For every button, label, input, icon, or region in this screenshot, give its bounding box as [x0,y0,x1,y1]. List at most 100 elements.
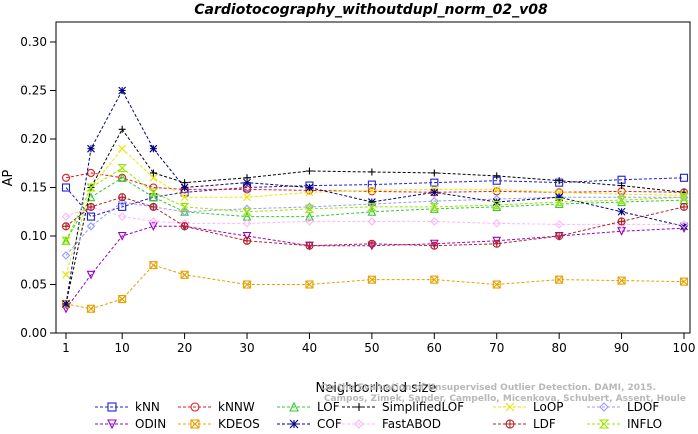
x-axis-label: Neighborhood size [316,381,437,396]
legend-label: INFLO [627,417,662,431]
legend-label: LoOP [533,400,564,414]
data-point [680,277,688,286]
data-point [118,86,127,95]
data-point [149,261,158,269]
axis-ticks: 1 10 20 30 40 50 60 70 80 90 100 0.00 0.05 0.10 0.15 0.… [20,35,695,355]
legend-label: SimplifiedLOF [382,400,464,414]
data-point [149,183,158,192]
credit-line-1: Campos, Zimek, Sander, Campello, Micenko… [324,394,686,404]
data-point [430,169,438,177]
data-point [554,198,564,207]
legend-item-fastabod: FastABOD [342,417,441,431]
data-point [305,280,314,289]
x-tick-label: 60 [427,341,442,355]
data-point [493,240,501,248]
data-point [107,402,117,412]
data-point [679,277,689,286]
data-point [118,144,127,153]
data-point [61,251,71,260]
data-point [368,240,376,248]
data-point [86,183,96,192]
data-point [305,167,313,175]
data-point [118,294,127,304]
data-point [242,231,252,241]
data-point [86,212,96,221]
data-point [506,420,514,428]
data-point [367,275,376,284]
x-tick-label: 80 [552,341,567,355]
data-point [430,275,439,284]
legend-item-odin: ODIN [95,417,166,431]
data-point [180,270,189,279]
data-point [61,183,71,192]
data-point [62,270,70,279]
legend-item-cof: COF [277,417,342,431]
data-point [618,217,626,225]
data-point [679,220,689,229]
series-line [65,147,685,275]
data-point [305,217,314,226]
legend-item-knn: kNN [95,400,160,414]
legend-item-ldof: LDOF [587,400,659,414]
data-point [243,237,251,245]
data-point [680,203,688,211]
data-point [117,197,127,207]
series-kdeos [61,261,689,313]
data-point [618,182,626,190]
data-point [429,202,440,211]
data-point [555,275,564,284]
data-point [149,217,158,226]
data-point [118,295,127,303]
series-inflo [61,164,689,245]
x-tick-label: 100 [673,341,696,355]
data-point [190,419,200,429]
series-ldf [61,193,689,250]
y-axis-label: AP [1,169,16,186]
credit-line-2: On the Evaluation of Unsupervised Outlie… [321,383,656,393]
data-point [679,193,689,202]
data-point [305,211,314,221]
data-point [181,222,189,230]
y-tick-label: 0.20 [20,132,47,146]
data-point [679,173,689,182]
data-point [243,193,251,202]
data-point [493,172,501,180]
y-tick-label: 0.25 [20,84,47,98]
data-point [492,280,501,289]
y-tick-label: 0.10 [20,229,47,243]
legend-item-ldf: LDF [493,417,556,431]
x-tick-label: 30 [239,341,254,355]
data-point [616,196,627,205]
x-tick-label: 40 [302,341,317,355]
data-point [107,419,117,430]
data-point [492,198,501,206]
data-point [430,196,439,206]
series-line [65,264,685,310]
data-point [86,270,96,280]
data-point [61,212,71,221]
data-point [555,193,564,202]
data-point [62,222,70,230]
data-point [367,187,376,196]
data-point [305,242,313,250]
data-point [149,169,157,177]
data-point [149,144,158,153]
data-point [242,219,252,228]
series-line [65,177,685,242]
data-point [242,280,252,289]
legend-item-lof: LOF [277,400,340,414]
data-point [149,192,158,202]
x-tick-label: 50 [364,341,379,355]
data-point [492,280,501,289]
data-point [190,402,200,412]
data-point [617,276,626,285]
series-cof [62,86,688,308]
data-point [492,185,501,194]
data-point [555,177,563,185]
data-point [87,144,95,153]
data-point [598,419,610,429]
data-point [180,270,189,279]
data-point [367,275,376,284]
data-point [430,275,439,284]
